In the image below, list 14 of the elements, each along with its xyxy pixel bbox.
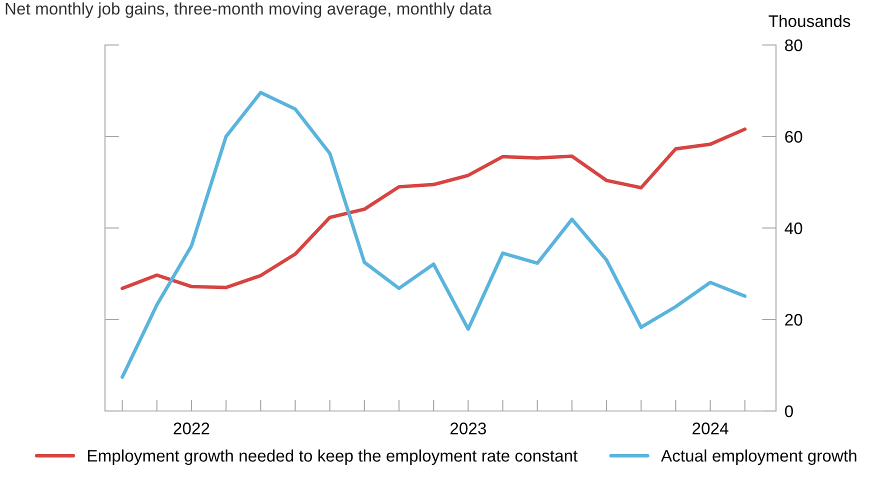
legend-label: Actual employment growth [661,449,856,465]
y-tick-label: 60 [785,130,802,143]
y-tick-label: 0 [784,405,793,418]
y-tick-label: 80 [785,39,802,52]
y-tick-label: 20 [785,314,802,326]
legend-label: Employment growth needed to keep the employment rate constant [88,449,578,465]
chart-subtitle: Net monthly job gains, three-month moving average, monthly data [6,2,492,18]
x-tick-label: 2023 [450,422,486,434]
x-tick-label: 2022 [174,422,210,434]
x-tick-label: 2024 [692,422,728,434]
line-series [120,90,747,379]
y-tick-label: 40 [784,222,802,234]
y-axis-title: Thousands [768,14,850,28]
line-series [120,127,747,290]
